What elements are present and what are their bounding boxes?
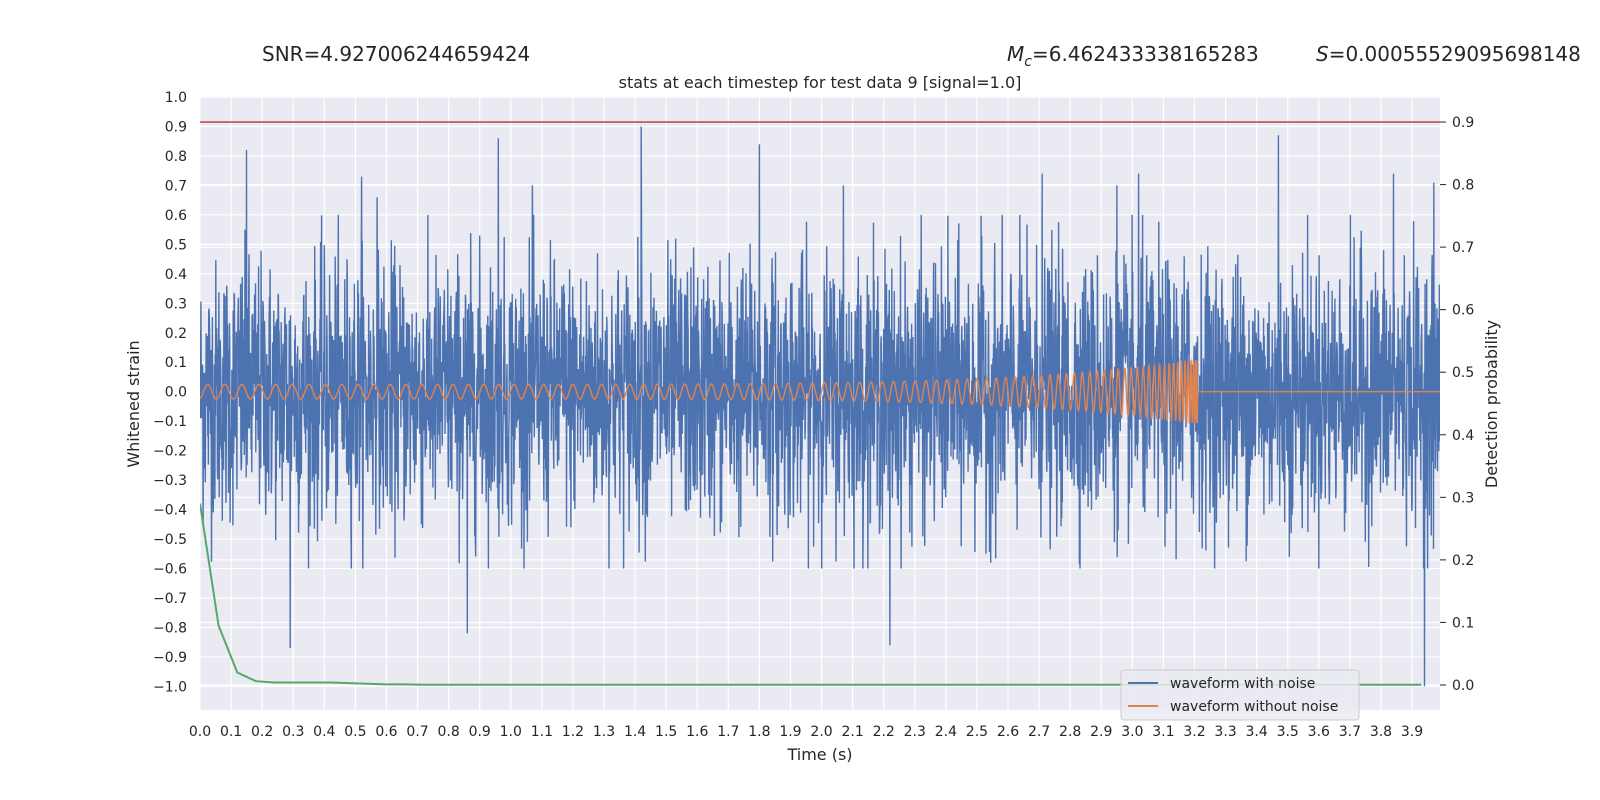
x-tick-label: 1.2	[562, 724, 584, 740]
s-symbol: S	[1316, 42, 1329, 66]
x-tick-label: 0.6	[375, 724, 397, 740]
y-tick-label: 0.1	[165, 355, 187, 371]
x-tick-label: 3.6	[1308, 724, 1330, 740]
x-tick-label: 0.0	[189, 724, 211, 740]
x-tick-label: 2.7	[1028, 724, 1050, 740]
x-tick-label: 1.5	[655, 724, 677, 740]
x-tick-label: 1.1	[531, 724, 553, 740]
x-tick-label: 1.0	[500, 724, 522, 740]
x-tick-label: 0.5	[344, 724, 366, 740]
y2-tick-label: 0.1	[1452, 615, 1474, 631]
y-tick-labels: 1.0 0.9 0.8 0.7 0.6 0.5 0.4 0.3 0.2 0.1 0.0 −0.1 −0.…	[153, 90, 187, 695]
y-tick-label: 0.2	[165, 326, 187, 342]
snr-annotation: SNR=4.927006244659424	[262, 42, 530, 66]
chirp-mass-value: =6.462433338165283	[1032, 42, 1259, 66]
y-tick-label: −0.7	[153, 591, 187, 607]
series-layer	[200, 121, 1440, 687]
x-tick-label: 3.7	[1339, 724, 1361, 740]
y2-tick-label: 0.3	[1452, 490, 1474, 506]
x-tick-label: 2.6	[997, 724, 1019, 740]
y-tick-label: −0.1	[153, 414, 187, 430]
x-tick-label: 0.8	[437, 724, 459, 740]
y-tick-label: −0.4	[153, 503, 187, 519]
y2-axis-label: Detection probability	[1482, 320, 1501, 488]
chart-title: stats at each timestep for test data 9 […	[619, 73, 1022, 92]
y2-tick-label: 0.5	[1452, 365, 1474, 381]
x-tick-label: 3.1	[1152, 724, 1174, 740]
y2-tick-label: 0.2	[1452, 553, 1474, 569]
x-tick-label: 0.7	[406, 724, 428, 740]
y-tick-label: 0.7	[165, 178, 187, 194]
x-tick-label: 3.9	[1401, 724, 1423, 740]
s-annotation: S=0.00055529095698148	[1316, 42, 1581, 66]
series-line-probability	[200, 503, 1422, 686]
x-tick-label: 3.0	[1121, 724, 1143, 740]
y-tick-label: 0.3	[165, 296, 187, 312]
y2-tick-label: 0.0	[1452, 678, 1474, 694]
y2-tick-label: 0.6	[1452, 303, 1474, 319]
x-tick-label: 2.5	[966, 724, 988, 740]
chirp-mass-subscript: c	[1024, 54, 1032, 70]
series-line-noise	[200, 126, 1440, 687]
y-tick-label: −0.6	[153, 562, 187, 578]
x-tick-labels: 0.0 0.1 0.2 0.3 0.4 0.5 0.6 0.7 0.8 0.9 1.0 1.1 1.2 1…	[189, 724, 1423, 740]
x-tick-label: 0.4	[313, 724, 335, 740]
x-tick-label: 1.3	[593, 724, 615, 740]
y-tick-label: 0.6	[165, 208, 187, 224]
y-tick-label: −1.0	[153, 679, 187, 695]
y-tick-label: −0.2	[153, 444, 187, 460]
x-tick-label: 0.9	[469, 724, 491, 740]
legend: waveform with noise waveform without noi…	[1120, 669, 1360, 721]
y-tick-label: 0.9	[165, 119, 187, 135]
x-tick-label: 3.2	[1183, 724, 1205, 740]
y-tick-label: 1.0	[165, 90, 187, 106]
y-tick-label: −0.3	[153, 473, 187, 489]
y2-tick-label: 0.9	[1452, 115, 1474, 131]
x-tick-label: 2.8	[1059, 724, 1081, 740]
chirp-mass-annotation: Mc=6.462433338165283	[1007, 42, 1259, 70]
x-tick-label: 2.9	[1090, 724, 1112, 740]
x-tick-label: 3.5	[1277, 724, 1299, 740]
x-tick-label: 1.6	[686, 724, 708, 740]
y2-tick-label: 0.8	[1452, 178, 1474, 194]
x-tick-label: 0.3	[282, 724, 304, 740]
x-tick-label: 3.4	[1246, 724, 1268, 740]
legend-label-signal: waveform without noise	[1170, 699, 1338, 715]
y2-tick-labels: 0.9 0.8 0.7 0.6 0.5 0.4 0.3 0.2 0.1 0.0	[1440, 115, 1474, 694]
x-axis-label: Time (s)	[786, 745, 852, 764]
y-tick-label: 0.0	[165, 385, 187, 401]
x-tick-label: 2.0	[810, 724, 832, 740]
x-tick-label: 1.7	[717, 724, 739, 740]
x-tick-label: 1.9	[779, 724, 801, 740]
chirp-mass-symbol: M	[1007, 42, 1024, 66]
y2-tick-label: 0.4	[1452, 428, 1474, 444]
x-tick-label: 1.4	[624, 724, 646, 740]
x-tick-label: 0.2	[251, 724, 273, 740]
x-tick-label: 3.3	[1214, 724, 1236, 740]
y-tick-label: 0.5	[165, 237, 187, 253]
s-value: =0.00055529095698148	[1329, 42, 1581, 66]
x-tick-label: 2.3	[904, 724, 926, 740]
x-tick-label: 3.8	[1370, 724, 1392, 740]
y-tick-label: −0.8	[153, 620, 187, 636]
x-tick-label: 0.1	[220, 724, 242, 740]
y-tick-label: 0.8	[165, 149, 187, 165]
legend-label-noise: waveform with noise	[1170, 676, 1315, 692]
x-tick-label: 2.2	[873, 724, 895, 740]
y-axis-label: Whitened strain	[124, 340, 143, 467]
series-line-signal	[200, 358, 1440, 424]
y-tick-label: −0.5	[153, 532, 187, 548]
y-tick-label: −0.9	[153, 650, 187, 666]
y-tick-label: 0.4	[165, 267, 187, 283]
x-tick-label: 2.4	[935, 724, 957, 740]
legend-box	[1120, 669, 1360, 721]
y2-tick-label: 0.7	[1452, 240, 1474, 256]
x-tick-label: 1.8	[748, 724, 770, 740]
x-tick-label: 2.1	[841, 724, 863, 740]
